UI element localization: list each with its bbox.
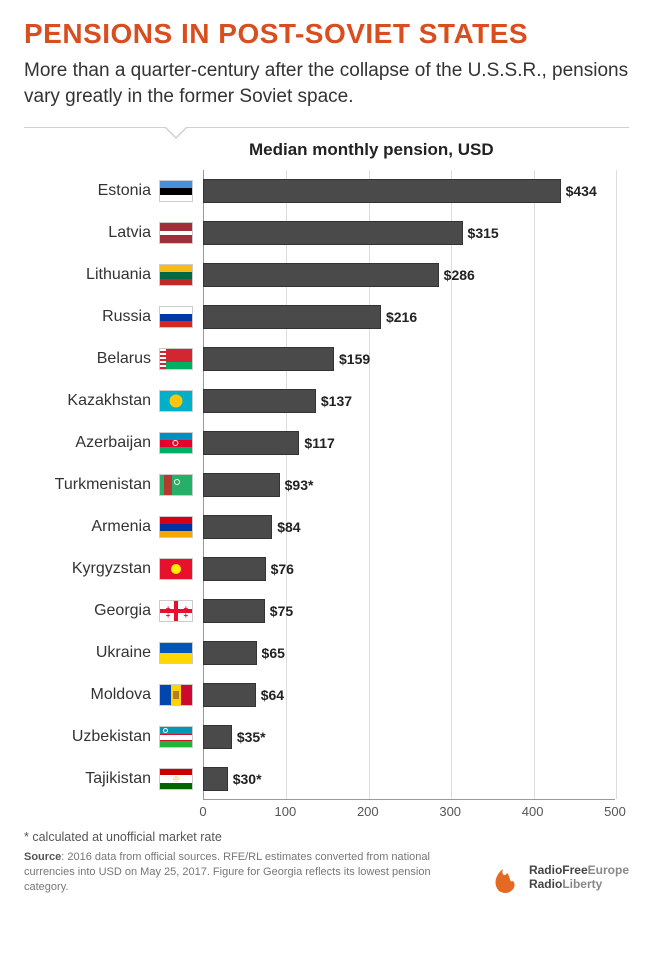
- chart-title: Median monthly pension, USD: [249, 140, 629, 160]
- country-label: Uzbekistan: [24, 728, 159, 746]
- bar-value-label: $137: [321, 393, 352, 409]
- country-label: Russia: [24, 308, 159, 326]
- country-label: Lithuania: [24, 266, 159, 284]
- country-label: Belarus: [24, 350, 159, 368]
- bar-chart: Estonia $434 Latvia $315 Lithuania $286 Russia…: [24, 170, 629, 824]
- bar: $35*: [203, 725, 232, 749]
- x-tick-label: 500: [604, 804, 626, 819]
- country-label: Moldova: [24, 686, 159, 704]
- bar: $65: [203, 641, 257, 665]
- bar-value-label: $84: [277, 519, 300, 535]
- country-label: Turkmenistan: [24, 476, 159, 494]
- bar-value-label: $64: [261, 687, 284, 703]
- chart-row: Moldova $64: [24, 674, 629, 716]
- flag-icon: [159, 306, 193, 328]
- bar: $159: [203, 347, 334, 371]
- footnote: * calculated at unofficial market rate: [24, 830, 629, 844]
- chart-row: Azerbaijan $117: [24, 422, 629, 464]
- x-tick-label: 100: [275, 804, 297, 819]
- flame-icon: [489, 861, 523, 895]
- flag-icon: [159, 684, 193, 706]
- x-tick-label: 400: [522, 804, 544, 819]
- flag-icon: [159, 516, 193, 538]
- bar-value-label: $434: [566, 183, 597, 199]
- country-label: Kyrgyzstan: [24, 560, 159, 578]
- flag-icon: [159, 264, 193, 286]
- flag-icon: [159, 222, 193, 244]
- bar-value-label: $75: [270, 603, 293, 619]
- chart-row: Latvia $315: [24, 212, 629, 254]
- bar-value-label: $315: [468, 225, 499, 241]
- flag-icon: [159, 180, 193, 202]
- chart-row: Kyrgyzstan $76: [24, 548, 629, 590]
- flag-icon: [159, 642, 193, 664]
- bar-value-label: $93*: [285, 477, 314, 493]
- chart-row: Russia $216: [24, 296, 629, 338]
- country-label: Azerbaijan: [24, 434, 159, 452]
- chart-row: Tajikistan ♔ $30*: [24, 758, 629, 800]
- logo-line1a: RadioFree: [529, 863, 588, 877]
- bar: $434: [203, 179, 561, 203]
- chart-row: Estonia $434: [24, 170, 629, 212]
- country-label: Estonia: [24, 182, 159, 200]
- bar: $84: [203, 515, 272, 539]
- logo-line1b: Europe: [588, 863, 629, 877]
- source-body: : 2016 data from official sources. RFE/R…: [24, 851, 431, 893]
- country-label: Georgia: [24, 602, 159, 620]
- bar-value-label: $65: [262, 645, 285, 661]
- bar: $216: [203, 305, 381, 329]
- flag-icon: [159, 390, 193, 412]
- bar-value-label: $216: [386, 309, 417, 325]
- x-tick-label: 300: [439, 804, 461, 819]
- country-label: Tajikistan: [24, 770, 159, 788]
- x-tick-label: 200: [357, 804, 379, 819]
- bar: $315: [203, 221, 463, 245]
- publisher-logo: RadioFreeEurope RadioLiberty: [489, 861, 629, 895]
- divider: [24, 127, 629, 128]
- page-title: PENSIONS IN POST-SOVIET STATES: [24, 18, 629, 50]
- country-label: Latvia: [24, 224, 159, 242]
- source-text: Source: 2016 data from official sources.…: [24, 850, 464, 895]
- bar-value-label: $76: [271, 561, 294, 577]
- chart-row: Uzbekistan $35*: [24, 716, 629, 758]
- page-subtitle: More than a quarter-century after the co…: [24, 58, 629, 109]
- flag-icon: + + + +: [159, 600, 193, 622]
- bar-value-label: $159: [339, 351, 370, 367]
- bar: $76: [203, 557, 266, 581]
- bar-value-label: $30*: [233, 771, 262, 787]
- flag-icon: [159, 348, 193, 370]
- x-tick-label: 0: [199, 804, 206, 819]
- bar: $137: [203, 389, 316, 413]
- flag-icon: [159, 726, 193, 748]
- flag-icon: [159, 432, 193, 454]
- bar: $117: [203, 431, 299, 455]
- bar: $30*: [203, 767, 228, 791]
- bar: $75: [203, 599, 265, 623]
- flag-icon: [159, 558, 193, 580]
- chart-row: Armenia $84: [24, 506, 629, 548]
- chart-row: Kazakhstan $137: [24, 380, 629, 422]
- chart-row: Lithuania $286: [24, 254, 629, 296]
- bar: $64: [203, 683, 256, 707]
- country-label: Ukraine: [24, 644, 159, 662]
- chart-row: Turkmenistan $93*: [24, 464, 629, 506]
- logo-line2a: Radio: [529, 877, 562, 891]
- bar: $93*: [203, 473, 280, 497]
- chart-row: Belarus $159: [24, 338, 629, 380]
- bar-value-label: $35*: [237, 729, 266, 745]
- bar-value-label: $117: [304, 435, 334, 451]
- country-label: Kazakhstan: [24, 392, 159, 410]
- flag-icon: ♔: [159, 768, 193, 790]
- chart-row: Georgia + + + + $75: [24, 590, 629, 632]
- logo-line2b: Liberty: [562, 877, 602, 891]
- source-label: Source: [24, 851, 61, 863]
- bar: $286: [203, 263, 439, 287]
- bar-value-label: $286: [444, 267, 475, 283]
- chart-row: Ukraine $65: [24, 632, 629, 674]
- country-label: Armenia: [24, 518, 159, 536]
- flag-icon: [159, 474, 193, 496]
